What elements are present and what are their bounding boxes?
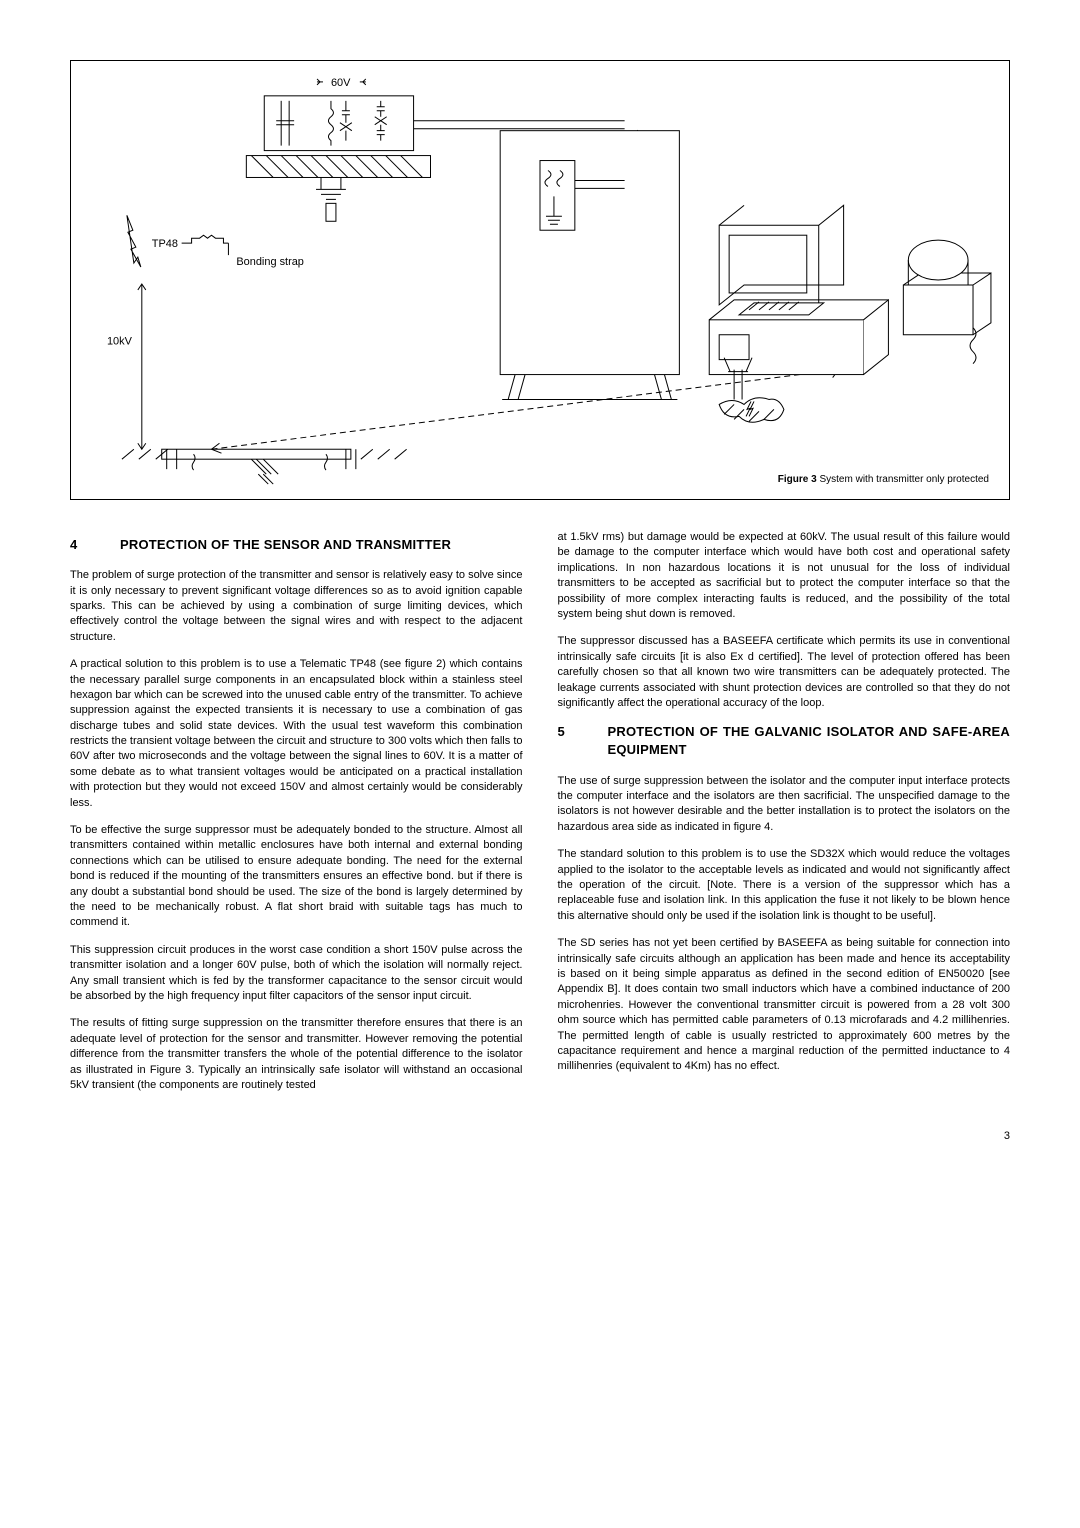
figure-diagram: 60V TP48 Bonding strap <box>71 61 1009 499</box>
label-10kv: 10kV <box>107 336 133 348</box>
figure-caption: Figure 3 System with transmitter only pr… <box>778 473 989 487</box>
right-column: at 1.5kV rms) but damage would be expect… <box>558 530 1011 1105</box>
s4-p5b: at 1.5kV rms) but damage would be expect… <box>558 530 1011 622</box>
section-4-title: PROTECTION OF THE SENSOR AND TRANSMITTER <box>120 536 451 554</box>
s4-p6: The suppressor discussed has a BASEEFA c… <box>558 634 1011 711</box>
s4-p3: To be effective the surge suppressor mus… <box>70 823 523 931</box>
label-bonding: Bonding strap <box>236 256 303 268</box>
s5-p1: The use of surge suppression between the… <box>558 774 1011 836</box>
section-5-head: 5 PROTECTION OF THE GALVANIC ISOLATOR AN… <box>558 723 1011 759</box>
s4-p1: The problem of surge protection of the t… <box>70 568 523 645</box>
text-columns: 4 PROTECTION OF THE SENSOR AND TRANSMITT… <box>70 530 1010 1105</box>
section-4-head: 4 PROTECTION OF THE SENSOR AND TRANSMITT… <box>70 536 523 554</box>
left-column: 4 PROTECTION OF THE SENSOR AND TRANSMITT… <box>70 530 523 1105</box>
section-5-num: 5 <box>558 723 608 741</box>
s4-p2: A practical solution to this problem is … <box>70 657 523 811</box>
page-number: 3 <box>70 1129 1010 1144</box>
s4-p5: The results of fitting surge suppression… <box>70 1016 523 1093</box>
figure-caption-text: System with transmitter only protected <box>817 474 989 485</box>
figure-caption-label: Figure 3 <box>778 474 817 485</box>
s5-p3: The SD series has not yet been certified… <box>558 936 1011 1075</box>
s4-p4: This suppression circuit produces in the… <box>70 943 523 1005</box>
label-60v: 60V <box>331 77 351 89</box>
figure-3: 60V TP48 Bonding strap <box>70 60 1010 500</box>
s5-p2: The standard solution to this problem is… <box>558 847 1011 924</box>
section-4-num: 4 <box>70 536 120 554</box>
section-5-title: PROTECTION OF THE GALVANIC ISOLATOR AND … <box>608 723 1011 759</box>
label-tp48: TP48 <box>152 238 178 250</box>
